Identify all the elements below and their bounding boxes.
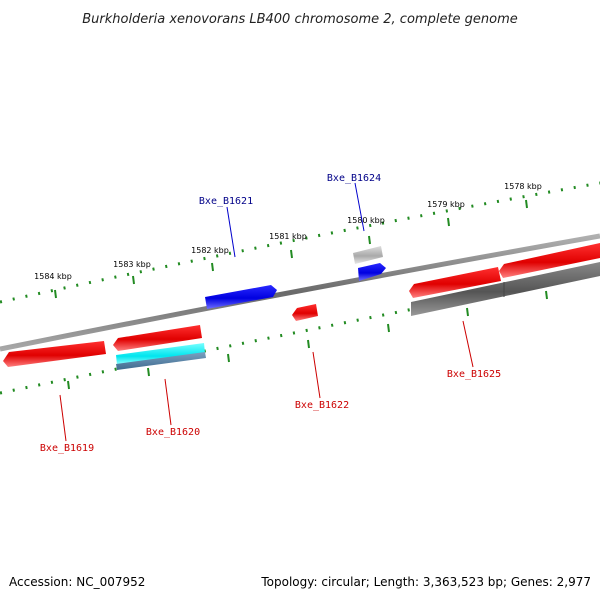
gene-label-bxe-b1621[interactable]: Bxe_B1621: [199, 196, 253, 207]
gene-label-bxe-b1624[interactable]: Bxe_B1624: [327, 173, 381, 184]
ruler-major-tick: [525, 199, 528, 209]
gene-feature-red-right[interactable]: [499, 243, 600, 278]
gene-label-bxe-b1619[interactable]: Bxe_B1619: [40, 443, 94, 454]
ruler-major-tick: [387, 323, 390, 333]
ruler-major-tick: [67, 380, 70, 390]
ruler-major-tick: [447, 217, 450, 227]
rna-feature[interactable]: [116, 343, 205, 365]
gene-bxe-b1619-feature[interactable]: [3, 341, 106, 367]
cds-feature-grey[interactable]: [353, 246, 383, 264]
ruler-major-tick: [211, 262, 214, 272]
leader-line-bxe-b1622: [312, 351, 321, 399]
chromosome-backbone: [0, 233, 600, 352]
gene-bxe-b1625-feature[interactable]: [409, 267, 501, 298]
cds-feature-dark[interactable]: [411, 262, 600, 316]
ruler-label: 1580 kbp: [347, 216, 385, 225]
cds-feature-steel[interactable]: [116, 352, 206, 370]
gene-bxe-b1621-feature[interactable]: [205, 285, 277, 309]
leader-line-bxe-b1619: [59, 394, 67, 442]
ruler-major-tick: [466, 307, 469, 317]
leader-line-bxe-b1621: [226, 206, 236, 258]
ruler-label: 1581 kbp: [269, 232, 307, 241]
inner-ruler: [0, 270, 600, 395]
topology-summary: Topology: circular; Length: 3,363,523 bp…: [260, 575, 591, 589]
ruler-major-tick: [147, 367, 150, 377]
gene-label-bxe-b1620[interactable]: Bxe_B1620: [146, 427, 200, 438]
accession-text: Accession: NC_007952: [9, 575, 145, 589]
gene-label-bxe-b1625[interactable]: Bxe_B1625: [447, 369, 501, 380]
ruler-label: 1582 kbp: [191, 246, 229, 255]
gene-bxe-b1624-feature[interactable]: [358, 263, 386, 281]
ruler-major-tick: [368, 235, 371, 245]
gene-bxe-b1622-feature[interactable]: [292, 304, 318, 321]
ruler-label: 1579 kbp: [427, 200, 465, 209]
leader-line-bxe-b1625: [462, 320, 474, 368]
ruler-major-tick: [307, 339, 310, 349]
ruler-major-tick: [132, 275, 135, 285]
leader-line-bxe-b1620: [164, 378, 172, 426]
ruler-major-tick: [227, 353, 230, 363]
gene-bxe-b1620-feature[interactable]: [113, 325, 202, 351]
ruler-label: 1578 kbp: [504, 182, 542, 191]
ruler-label: 1584 kbp: [34, 272, 72, 281]
map-title: Burkholderia xenovorans LB400 chromosome…: [82, 12, 518, 27]
leader-line-bxe-b1624: [354, 182, 365, 232]
ruler-label: 1583 kbp: [113, 260, 151, 269]
ruler-major-tick: [545, 290, 548, 300]
outer-ruler: [0, 181, 600, 304]
ruler-major-tick: [54, 289, 57, 299]
gene-label-bxe-b1622[interactable]: Bxe_B1622: [295, 400, 349, 411]
ruler-major-tick: [290, 249, 293, 259]
